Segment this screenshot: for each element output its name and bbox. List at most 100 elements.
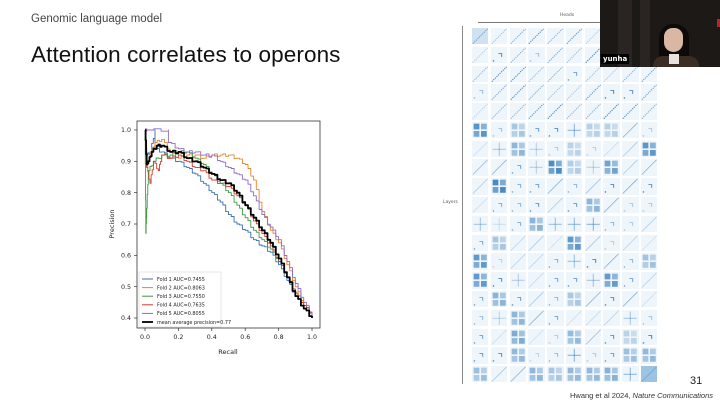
chart-legend: Fold 1 AUC=0.7455 Fold 2 AUC=0.8063 Fold 3…: [138, 271, 231, 328]
legend-entry: Fold 5 AUC=0.8055: [157, 311, 205, 317]
attention-map-cell: [622, 328, 639, 345]
attention-map-cell: [584, 28, 602, 45]
attention-map-cell: [622, 197, 639, 214]
attention-map-cell: [584, 253, 602, 270]
attention-map-cell: [622, 290, 639, 308]
attention-map-cell: [547, 328, 564, 345]
y-axis-label: Precision: [108, 209, 116, 238]
attention-map-cell: [622, 309, 639, 327]
attention-map-cell: [472, 197, 489, 214]
attention-map-cell: [509, 215, 526, 233]
x-axis-label: Recall: [218, 348, 238, 356]
attention-map-cell: [641, 103, 658, 120]
attention-map-cell: [528, 28, 545, 45]
attention-map-cell: [603, 159, 620, 176]
attention-map-cell: [547, 366, 564, 383]
attention-map-cell: [641, 140, 658, 158]
attention-map-cell: [547, 121, 564, 139]
attention-map-cell: [490, 103, 508, 120]
page-number: 31: [690, 375, 703, 387]
attention-map-cell: [603, 103, 620, 120]
attention-map-cell: [622, 215, 639, 233]
slide-title: Attention correlates to operons: [31, 42, 341, 67]
attention-map-cell: [641, 234, 658, 251]
attention-map-cell: [584, 328, 602, 345]
x-tick-label: 0.0: [140, 334, 150, 341]
attention-map-cell: [565, 347, 583, 364]
attention-map-cell: [565, 46, 583, 64]
attention-map-cell: [565, 272, 583, 289]
attention-map-cell: [603, 84, 620, 101]
pr-curve-2: [145, 129, 313, 315]
attention-map-cell: [565, 215, 583, 233]
attention-map-cell: [603, 347, 620, 364]
attention-map-cell: [490, 290, 508, 308]
attention-map-cell: [603, 215, 620, 233]
slide-section-label: Genomic language model: [31, 13, 163, 25]
attention-map-cell: [528, 215, 545, 233]
heads-axis-label: Heads: [560, 13, 575, 18]
attention-map-cell: [547, 309, 564, 327]
attention-map-cell: [565, 103, 583, 120]
attention-map-cell: [641, 215, 658, 233]
attention-map-cell: [603, 272, 620, 289]
attention-map-cell: [584, 46, 602, 64]
attention-map-cell: [490, 215, 508, 233]
attention-map-cell: [472, 234, 489, 251]
background-panel: [640, 0, 650, 67]
y-tick-label: 0.7: [121, 221, 131, 228]
attention-map-cell: [509, 272, 526, 289]
attention-map-cell: [509, 140, 526, 158]
participant-video-tile[interactable]: yunha: [600, 0, 720, 67]
attention-map-cell: [509, 178, 526, 195]
attention-map-cell: [528, 103, 545, 120]
attention-map-cell: [584, 366, 602, 383]
attention-map-cell: [547, 84, 564, 101]
attention-map-cell: [528, 328, 545, 345]
attention-map-cell: [547, 347, 564, 364]
attention-map-cell: [528, 347, 545, 364]
attention-map-cell: [509, 253, 526, 270]
attention-map-cell: [528, 65, 545, 82]
attention-map-cell: [472, 140, 489, 158]
attention-map-cell: [472, 28, 489, 45]
attention-map-cell: [641, 159, 658, 176]
attention-map-cell: [472, 309, 489, 327]
attention-map-cell: [584, 159, 602, 176]
attention-map-cell: [565, 178, 583, 195]
attention-map-cell: [641, 272, 658, 289]
attention-map-cell: [584, 272, 602, 289]
attention-map-cell: [547, 140, 564, 158]
attention-map-cell: [528, 178, 545, 195]
attention-map-cell: [622, 272, 639, 289]
background-light: [717, 19, 720, 27]
participant-name-label: yunha: [601, 54, 630, 64]
legend-entry: mean average precision=0.77: [157, 320, 231, 326]
attention-map-cell: [547, 272, 564, 289]
attention-map-cell: [509, 159, 526, 176]
attention-map-cell: [547, 253, 564, 270]
y-axis-ticks: 0.4 0.5 0.6 0.7 0.8 0.9 1.0: [121, 127, 137, 322]
heads-axis-line: [478, 22, 640, 23]
attention-map-cell: [584, 347, 602, 364]
attention-map-cell: [509, 197, 526, 214]
attention-map-cell: [509, 309, 526, 327]
attention-map-cell: [565, 140, 583, 158]
attention-map-cell: [584, 234, 602, 251]
x-tick-label: 0.4: [207, 334, 217, 341]
attention-map-cell: [622, 103, 639, 120]
attention-map-cell: [472, 178, 489, 195]
pr-curve-5: [145, 128, 313, 315]
attention-map-cell: [472, 215, 489, 233]
attention-map-cell: [641, 347, 658, 364]
legend-entry: Fold 3 AUC=0.7550: [157, 294, 205, 300]
participant-face: [664, 28, 683, 52]
attention-map-cell: [528, 290, 545, 308]
attention-map-cell: [565, 290, 583, 308]
attention-map-cell: [603, 328, 620, 345]
attention-map-cell: [603, 253, 620, 270]
attention-map-cell: [584, 103, 602, 120]
attention-map-cell: [472, 347, 489, 364]
legend-entry: Fold 1 AUC=0.7455: [157, 277, 205, 283]
attention-map-cell: [472, 84, 489, 101]
